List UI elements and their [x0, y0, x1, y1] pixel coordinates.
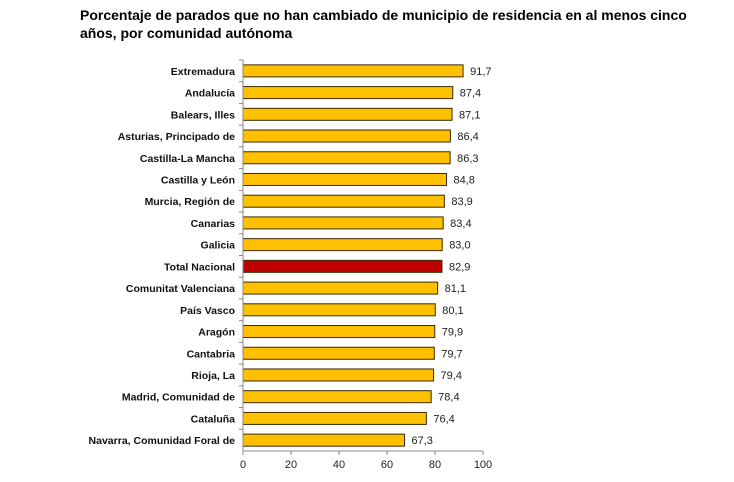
data-label: 86,3	[457, 153, 478, 165]
bar	[242, 433, 406, 447]
bar	[242, 325, 436, 339]
bar	[242, 107, 453, 121]
data-label: 79,9	[442, 327, 463, 339]
data-label: 86,4	[457, 131, 478, 143]
bar	[242, 390, 432, 404]
data-label: 80,1	[442, 305, 463, 317]
category-label: Total Nacional	[164, 261, 235, 273]
bar	[242, 129, 451, 143]
category-label: Castilla-La Mancha	[140, 153, 235, 165]
bar	[242, 64, 464, 78]
bar	[242, 194, 445, 208]
data-label: 83,0	[449, 240, 470, 252]
data-label: 83,4	[450, 218, 471, 230]
data-label: 79,4	[441, 370, 462, 382]
x-tick-label: 100	[474, 459, 492, 471]
bar	[242, 216, 444, 230]
category-label: Castilla y León	[161, 174, 235, 186]
category-label: Comunitat Valenciana	[126, 283, 235, 295]
data-label: 79,7	[441, 348, 462, 360]
bar	[242, 303, 436, 317]
category-label: Cataluña	[191, 413, 236, 425]
data-label: 91,7	[470, 66, 491, 78]
category-label: Navarra, Comunidad Foral de	[89, 435, 236, 447]
bar	[242, 346, 435, 360]
category-label: Canarias	[191, 218, 236, 230]
category-label: Aragón	[198, 327, 235, 339]
category-label: Asturias, Principado de	[118, 131, 235, 143]
bar	[242, 172, 448, 186]
chart-title: Porcentaje de parados que no han cambiad…	[80, 7, 687, 41]
x-tick-label: 0	[240, 459, 246, 471]
category-label: Andalucía	[185, 88, 235, 100]
data-label: 81,1	[445, 283, 466, 295]
data-label: 87,4	[460, 88, 481, 100]
x-tick-label: 60	[381, 459, 393, 471]
x-tick-label: 20	[285, 459, 297, 471]
category-label: Balears, Illes	[171, 109, 235, 121]
category-label: Cantabria	[187, 348, 236, 360]
category-label: Madrid, Comunidad de	[122, 392, 235, 404]
data-label: 82,9	[449, 261, 470, 273]
bar	[242, 86, 454, 100]
bar	[242, 151, 451, 165]
bar	[242, 411, 427, 425]
category-label: Extremadura	[171, 66, 235, 78]
data-label: 84,8	[454, 174, 475, 186]
category-label: Galicia	[201, 240, 236, 252]
bar	[242, 368, 435, 382]
data-label: 76,4	[433, 413, 454, 425]
bar	[242, 281, 439, 295]
data-label: 83,9	[451, 196, 472, 208]
x-tick-label: 80	[429, 459, 441, 471]
bar	[242, 238, 443, 252]
category-label: País Vasco	[180, 305, 235, 317]
x-tick-label: 40	[333, 459, 345, 471]
category-label: Murcia, Región de	[145, 196, 236, 208]
category-label: Rioja, La	[191, 370, 235, 382]
data-label: 67,3	[412, 435, 433, 447]
data-label: 78,4	[438, 392, 459, 404]
bar	[242, 259, 443, 273]
data-label: 87,1	[459, 109, 480, 121]
